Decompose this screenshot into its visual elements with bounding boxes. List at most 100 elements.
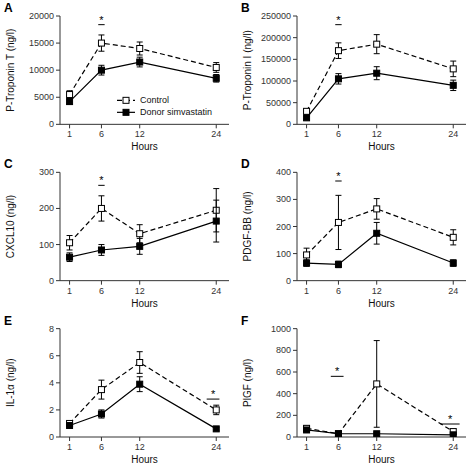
error-bar — [213, 200, 219, 242]
error-bar — [137, 57, 143, 67]
y-tick-label: 250000 — [261, 11, 291, 21]
plot-area — [67, 185, 220, 261]
error-bar-cap — [374, 222, 380, 223]
y-tick-label: 4 — [49, 378, 54, 388]
y-tick-label: 2 — [49, 405, 54, 415]
y-tick — [293, 16, 297, 17]
error-bar — [98, 245, 104, 256]
error-bar — [450, 61, 456, 77]
y-tick — [56, 355, 60, 356]
x-tick — [216, 124, 217, 128]
y-axis-line — [297, 329, 298, 437]
error-bar — [137, 377, 143, 392]
y-tick — [56, 437, 60, 438]
error-bar-cap — [67, 261, 73, 262]
error-bar-cap — [335, 84, 341, 85]
error-bar-cap — [335, 195, 341, 196]
error-bar-cap — [137, 373, 143, 374]
error-bar-cap — [213, 242, 219, 243]
error-bar-cap — [98, 244, 104, 245]
y-axis-label: IL-1α (ng/l) — [5, 359, 16, 408]
error-bar — [374, 199, 380, 220]
y-axis-label: PDGF-BB (ng/l) — [242, 191, 253, 261]
error-bar-cap — [213, 62, 219, 63]
error-bar — [213, 75, 219, 83]
x-axis-label: Hours — [368, 141, 395, 152]
x-tick-label: 24 — [211, 129, 221, 139]
error-bar — [98, 35, 104, 51]
error-bar-cap — [374, 79, 380, 80]
marker — [98, 205, 104, 211]
marker — [98, 40, 104, 46]
marker — [67, 254, 73, 260]
error-bar — [137, 238, 143, 254]
x-tick — [306, 437, 307, 441]
marker — [335, 431, 341, 437]
error-bar-cap — [137, 224, 143, 225]
y-tick-label: 200000 — [261, 33, 291, 43]
significance-star: * — [448, 413, 453, 425]
error-bar-cap — [374, 66, 380, 67]
x-tick — [69, 437, 70, 441]
y-tick-label: 20000 — [29, 11, 54, 21]
x-tick-label: 24 — [448, 442, 458, 452]
y-tick-label: 0 — [286, 432, 291, 442]
error-bar — [67, 91, 73, 99]
y-tick — [56, 124, 60, 125]
x-axis-line — [297, 124, 466, 125]
error-bar-cap — [450, 76, 456, 77]
x-axis-label: Hours — [131, 298, 158, 309]
panel: 050000100000150000200000250000161224Hour… — [241, 1, 466, 152]
x-tick-label: 12 — [372, 442, 382, 452]
panel-title: F — [241, 314, 248, 328]
x-tick-label: 24 — [448, 286, 458, 296]
error-bar-cap — [450, 80, 456, 81]
x-tick-label: 6 — [336, 442, 341, 452]
marker — [374, 206, 380, 212]
error-bar-cap — [450, 244, 456, 245]
x-tick-label: 24 — [211, 442, 221, 452]
y-tick — [293, 59, 297, 60]
x-tick-label: 1 — [304, 286, 309, 296]
marker — [98, 67, 104, 73]
significance-star: * — [99, 174, 104, 186]
x-tick — [101, 437, 102, 441]
significance-star: * — [335, 365, 340, 377]
x-tick — [101, 281, 102, 285]
significance-star: * — [99, 14, 104, 26]
x-tick-label: 6 — [99, 286, 104, 296]
x-tick-label: 12 — [135, 442, 145, 452]
x-tick-label: 12 — [135, 129, 145, 139]
y-tick — [56, 280, 60, 281]
error-bar — [374, 67, 380, 80]
y-tick-label: 300 — [39, 167, 54, 177]
marker — [450, 432, 456, 437]
x-tick-label: 6 — [336, 286, 341, 296]
y-tick-label: 600 — [276, 367, 291, 377]
plot-area — [304, 341, 460, 437]
x-tick — [139, 124, 140, 128]
marker — [67, 422, 73, 428]
error-bar-cap — [374, 53, 380, 54]
marker — [137, 243, 143, 249]
y-tick-label: 800 — [276, 345, 291, 355]
error-bar — [98, 65, 104, 75]
x-tick — [216, 437, 217, 441]
series-line — [307, 233, 454, 264]
y-axis-line — [297, 16, 298, 124]
x-tick — [376, 281, 377, 285]
y-tick-label: 300 — [276, 194, 291, 204]
y-tick — [293, 172, 297, 173]
marker — [137, 59, 143, 65]
error-bar — [335, 261, 341, 268]
y-tick — [293, 226, 297, 227]
y-tick-label: 400 — [276, 167, 291, 177]
marker — [374, 230, 380, 236]
error-bar-cap — [98, 195, 104, 196]
y-axis-label: P-Troponin I (ng/l) — [242, 30, 253, 110]
x-tick-label: 12 — [372, 129, 382, 139]
plot-area — [304, 25, 457, 121]
x-axis-line — [60, 124, 229, 125]
error-bar-cap — [98, 255, 104, 256]
error-bar-cap — [450, 90, 456, 91]
